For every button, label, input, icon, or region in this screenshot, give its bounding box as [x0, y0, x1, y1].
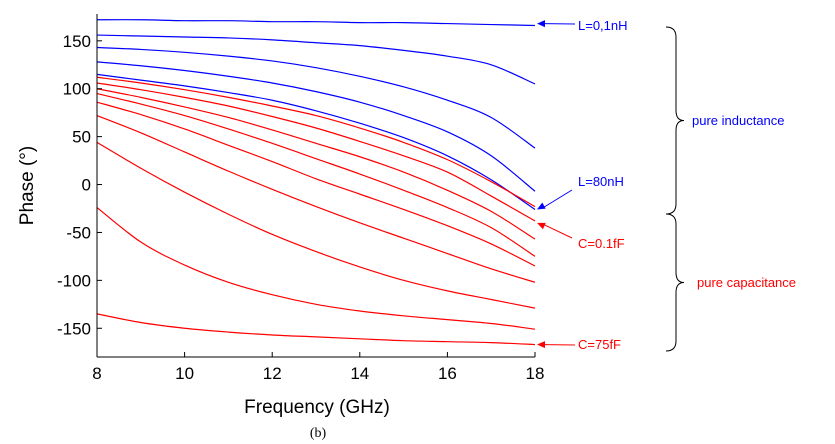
y-tick-label: -100 [57, 271, 91, 290]
series-line-8 [96, 88, 536, 240]
y-tick-label: 0 [82, 176, 91, 195]
series-line-13 [96, 207, 536, 330]
series-layer [96, 19, 536, 346]
annotation-arrow-line [543, 224, 573, 239]
x-tick-label: 16 [438, 364, 457, 383]
annotation-arrowhead [537, 20, 546, 28]
series-line-10 [96, 101, 536, 267]
brace-label-inductance: pure inductance [692, 113, 785, 128]
series-line-4 [96, 61, 536, 192]
brace-label-capacitance: pure capacitance [697, 275, 796, 290]
x-tick-label: 14 [350, 364, 369, 383]
annotation-label: L=80nH [578, 174, 624, 189]
series-line-1 [96, 19, 536, 27]
series-line-12 [96, 141, 536, 309]
annotation-label: C=0.1fF [578, 236, 625, 251]
series-line-7 [96, 82, 536, 222]
inductance-brace [665, 26, 685, 215]
capacitance-brace [665, 213, 685, 352]
x-tick-label: 12 [263, 364, 282, 383]
y-tick-label: -150 [57, 319, 91, 338]
annotation-layer: L=0,1nH L=80nH C=0.1fF C=75fF pure inductanc… [537, 18, 796, 352]
x-axis-label: Frequency (GHz) [244, 397, 390, 418]
x-tick-label: 8 [92, 364, 101, 383]
x-tick-label: 10 [175, 364, 194, 383]
annotation-arrow-line [543, 189, 573, 208]
series-line-11 [96, 115, 536, 283]
annotation-arrowhead [537, 341, 546, 349]
y-axis-label: Phase (°) [17, 146, 38, 225]
series-line-6 [96, 76, 536, 208]
y-tick-label: 50 [72, 128, 91, 147]
annotation-label: L=0,1nH [578, 18, 628, 33]
axis-layer: 8 10 12 14 16 18 150 100 50 0 -50 -100 -150 [57, 14, 544, 383]
y-tick-label: -50 [66, 223, 91, 242]
y-tick-label: 150 [63, 32, 91, 51]
y-tick-label: 100 [63, 80, 91, 99]
series-line-5 [96, 73, 536, 210]
series-line-14 [96, 313, 536, 346]
y-axis-label-group: Phase (°) [17, 146, 38, 225]
series-line-3 [96, 46, 536, 149]
annotation-label: C=75fF [578, 337, 621, 352]
annotation-arrowhead [537, 222, 546, 230]
annotation-arrowhead [537, 202, 546, 210]
series-line-9 [96, 92, 536, 257]
figure-caption: (b) [310, 426, 327, 441]
series-line-2 [96, 34, 536, 85]
x-tick-label: 18 [526, 364, 545, 383]
